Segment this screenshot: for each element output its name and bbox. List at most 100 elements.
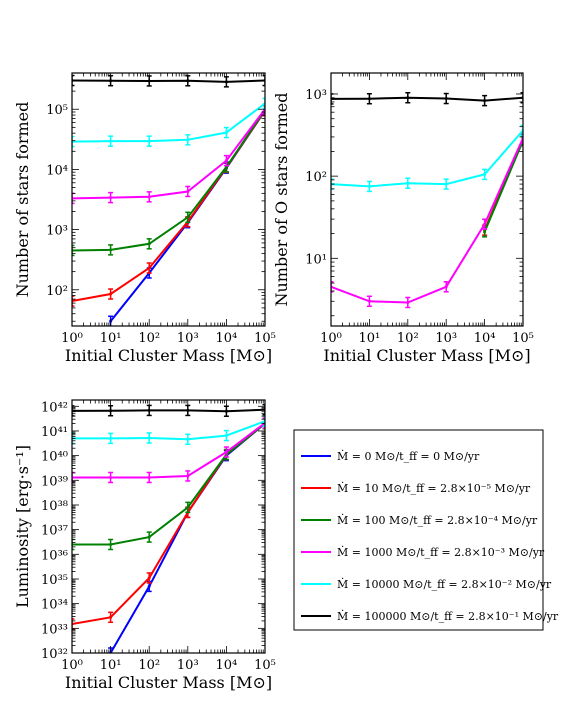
x-tick-label: 10⁴ [216,331,238,346]
y-tick-label: 10⁴² [41,400,68,415]
data-point [186,408,190,412]
plot-area [331,91,523,309]
y-tick-label: 10³⁴ [41,598,68,613]
series-line [72,422,265,479]
data-point [483,230,487,234]
x-axis-title: Initial Cluster Mass [M⊙] [65,673,272,692]
data-point [109,79,113,83]
data-point [109,139,113,143]
data-point [406,181,410,185]
data-point [224,131,228,135]
x-tick-label: 10¹ [100,658,122,673]
data-point [444,182,448,186]
x-tick-label: 10⁴ [474,331,496,346]
x-tick-label: 10³ [177,331,199,346]
x-tick-label: 10⁰ [320,331,342,346]
data-point [186,474,190,478]
data-point [406,96,410,100]
y-tick-label: 10³² [41,647,68,662]
series-line [72,79,265,83]
series-line [483,140,523,233]
x-tick-label: 10³ [435,331,457,346]
panel-bottom-left: 10⁰ 10¹ 10² 10³ 10⁴ 10⁵ 10³² 10³³ 10³⁴ 10³⁵ 10³⁶ 10… [13,399,276,692]
data-point [224,80,228,84]
legend-label: Ṁ = 100 M⊙/t_ff = 2.8×10⁻⁴ M⊙/yr [337,513,538,527]
series-line [331,96,523,102]
x-tick-label: 10³ [177,658,199,673]
y-tick-label: 10³³ [41,622,68,637]
data-point [186,138,190,142]
x-tick-label: 10¹ [359,331,381,346]
data-point [224,450,228,454]
y-tick-label: 10³⁵ [41,573,68,588]
data-point [224,159,228,163]
data-point [147,195,151,199]
series-line [109,422,265,653]
legend-label: Ṁ = 100000 M⊙/t_ff = 2.8×10⁻¹ M⊙/yr [337,609,559,623]
x-tick-label: 10² [138,331,160,346]
data-point [109,248,113,252]
y-axis-title: Luminosity [erg·s⁻¹] [13,445,32,608]
x-tick-label: 10⁰ [61,331,83,346]
y-tick-label: 10⁴¹ [41,425,68,440]
plot-frame [71,399,266,654]
y-tick-label: 10⁴ [46,163,68,178]
data-point [109,436,113,440]
y-tick-label: 10² [46,284,68,299]
series-line [72,420,265,441]
data-point [367,184,371,188]
data-point [444,285,448,289]
data-point [483,172,487,176]
data-point [444,97,448,101]
data-point [109,409,113,413]
y-tick-label: 10³⁶ [41,548,68,563]
data-point [109,196,113,200]
series-line [72,109,265,252]
data-point [483,222,487,226]
data-point [147,576,151,580]
y-tick-label: 10¹ [305,252,327,267]
legend-label: Ṁ = 1000 M⊙/t_ff = 2.8×10⁻³ M⊙/yr [337,545,545,559]
y-tick-label: 10² [305,170,327,185]
plot-area [72,403,265,653]
data-point [147,242,151,246]
y-tick-label: 10³⁷ [41,524,68,539]
data-point [147,79,151,83]
data-point [109,615,113,619]
legend-label: Ṁ = 0 M⊙/t_ff = 0 M⊙/yr [337,449,480,463]
series-line [331,129,523,188]
data-point [224,434,228,438]
x-tick-label: 10⁴ [216,658,238,673]
x-tick-label: 10⁵ [512,331,534,346]
data-point [147,475,151,479]
y-axis-title: Number of stars formed [13,102,32,298]
data-point [147,266,151,270]
legend: Ṁ = 0 M⊙/t_ff = 0 M⊙/yr Ṁ = 10 M⊙/t_ff = … [293,429,559,631]
y-tick-label: 10³⁹ [41,474,68,489]
data-point [186,189,190,193]
series-line [72,422,265,546]
y-tick-label: 10⁵ [46,103,68,118]
data-point [224,409,228,413]
data-point [186,215,190,219]
series-line [72,110,265,302]
y-tick-label: 10³ [46,224,68,239]
x-tick-label: 10² [397,331,419,346]
data-point [186,437,190,441]
x-tick-label: 10⁵ [254,658,276,673]
legend-label: Ṁ = 10000 M⊙/t_ff = 2.8×10⁻² M⊙/yr [337,577,552,591]
data-point [147,584,151,588]
data-point [147,436,151,440]
x-axis-title: Initial Cluster Mass [M⊙] [323,346,530,365]
data-point [147,408,151,412]
data-point [109,475,113,479]
data-point [483,99,487,103]
series-line [72,422,265,625]
data-point [186,79,190,83]
data-point [367,97,371,101]
data-point [109,292,113,296]
x-tick-label: 10⁰ [61,658,83,673]
x-axis-title: Initial Cluster Mass [M⊙] [65,346,272,365]
